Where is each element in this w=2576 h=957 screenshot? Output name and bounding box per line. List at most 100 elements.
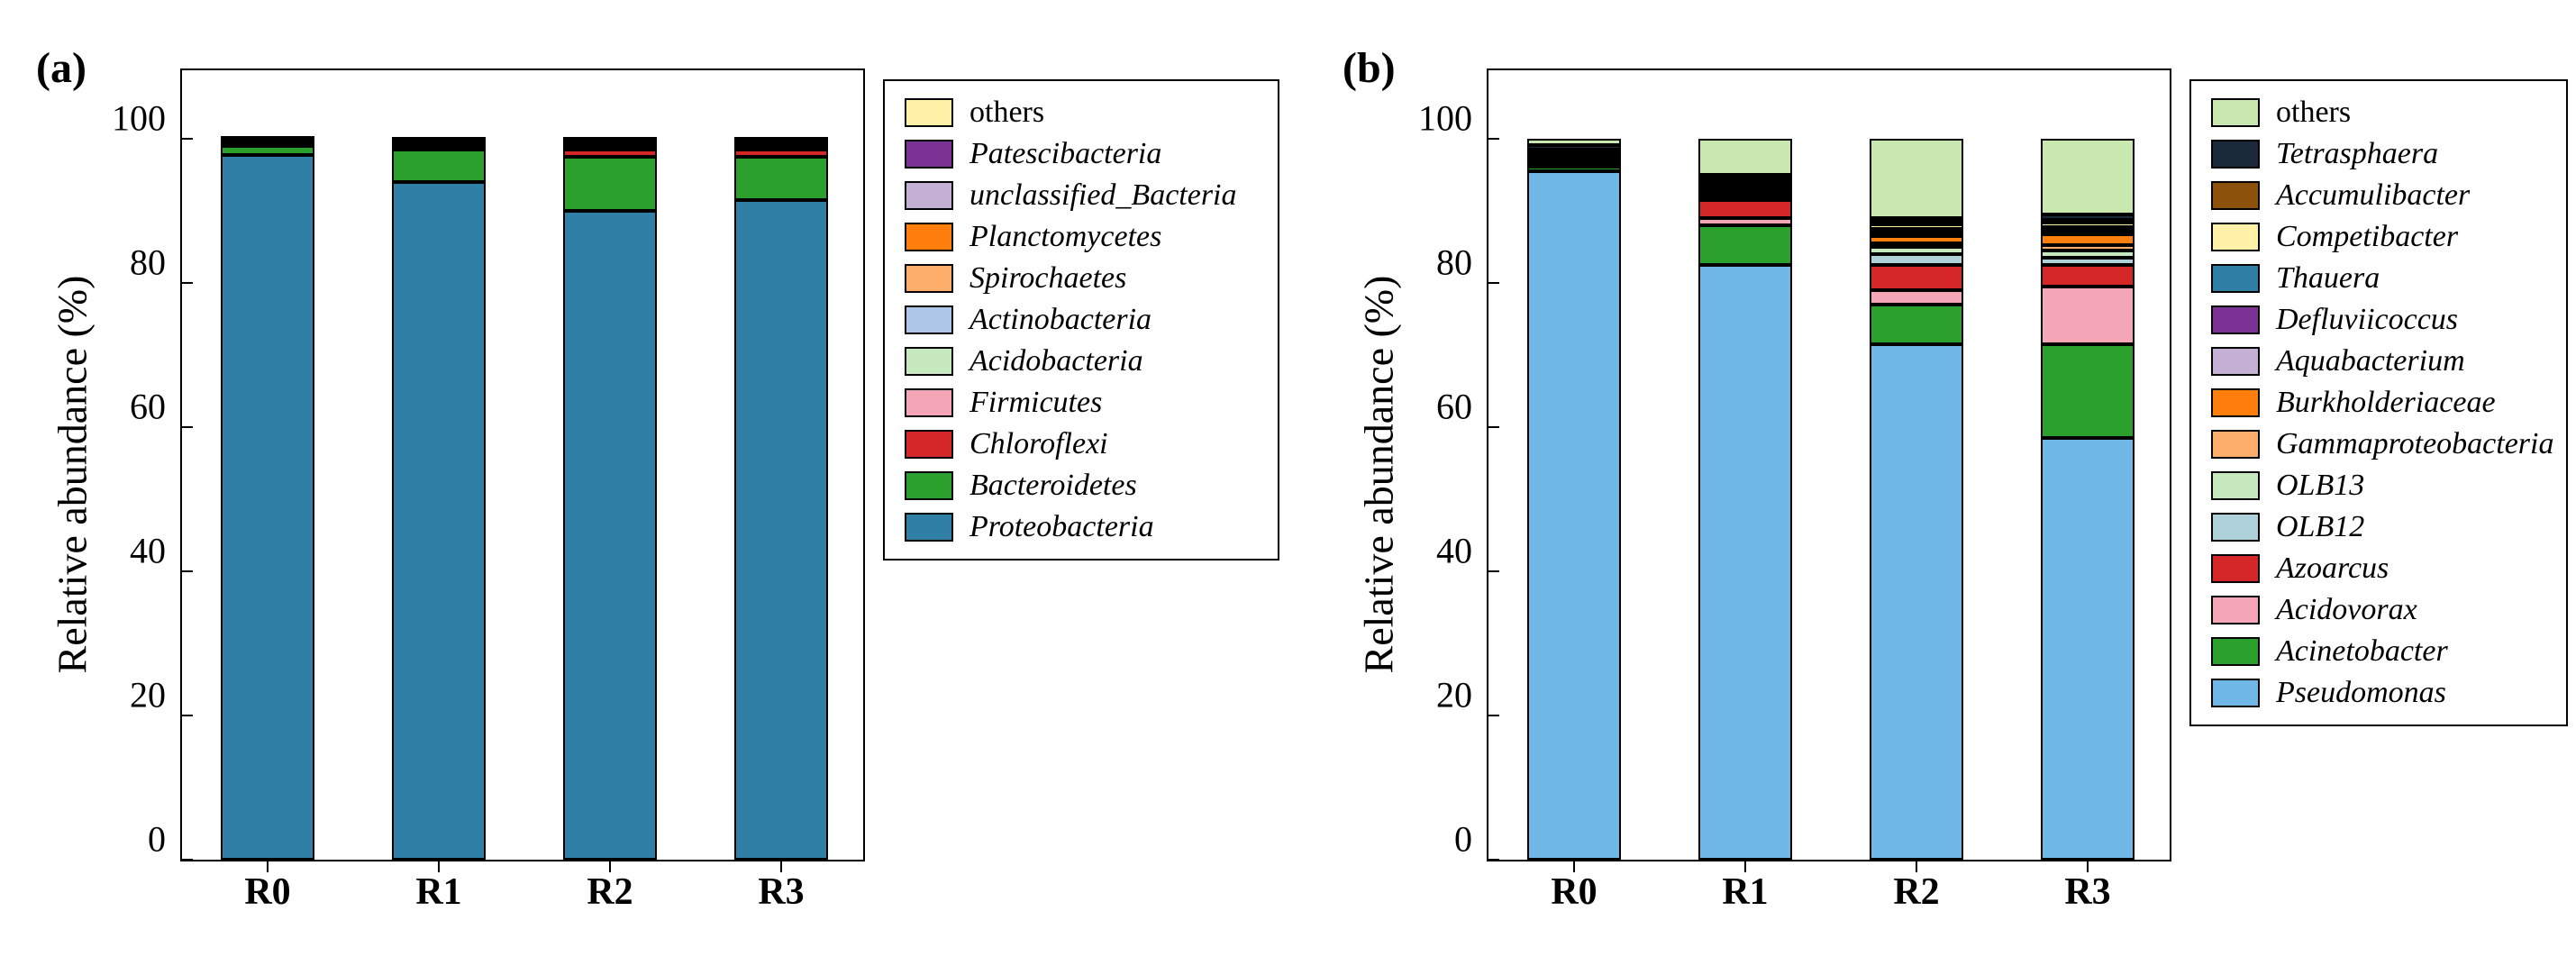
legend-swatch [905,305,953,334]
bar-segment [734,150,829,157]
bar-segment [1870,265,1964,290]
legend-label: Planctomycetes [969,222,1161,252]
bar-segment [563,150,658,157]
bar-segment [2041,287,2135,344]
legend-swatch [2211,388,2260,417]
legend-item: Pseudomonas [2211,678,2543,708]
y-tick-label: 80 [130,242,182,284]
bar-segment [2041,214,2135,220]
panel-b: (b) Relative abundance (%) 020406080100R… [1315,18,2576,948]
bar-segment [1870,305,1964,344]
bar-segment [2041,265,2135,287]
legend-swatch [2211,140,2260,169]
legend-label: Azoarcus [2276,553,2389,584]
legend-label: Acinetobacter [2276,636,2448,667]
y-tick-label: 60 [1436,386,1488,428]
bar-R1 [1698,67,1793,860]
bar-segment [1527,139,1622,145]
legend-item: Actinobacteria [905,305,1254,335]
legend-swatch [2211,181,2260,210]
y-tick-label: 20 [130,674,182,716]
bar-segment [1870,290,1964,305]
bar-segment [734,137,829,141]
legend-swatch [905,98,953,127]
panel-a: (a) Relative abundance (%) 0 20 40 60 80 100 R… [9,18,1315,948]
y-tick [180,282,193,285]
panel-a-yaxis-title: Relative abundance (%) [49,250,96,700]
legend-item: Patescibacteria [905,139,1254,169]
bar-segment [1698,225,1793,265]
legend-swatch [905,140,953,169]
bar-segment [2041,139,2135,214]
figure-container: (a) Relative abundance (%) 020406080100R… [0,0,2576,957]
y-tick-label: 100 [112,97,182,140]
y-tick [1487,570,1499,573]
y-tick-label: 40 [1436,530,1488,572]
bar-segment [2041,245,2135,251]
y-tick-label: 60 [130,386,182,428]
panel-a-label: (a) [36,43,86,93]
y-tick-label: 0 [1454,818,1488,861]
y-tick [1487,426,1499,429]
bar-segment [1870,236,1964,243]
legend-label: OLB13 [2276,470,2364,501]
bar-segment [734,200,829,860]
legend-item: Defluviicoccus [2211,305,2543,335]
bar-segment [221,136,315,140]
legend-label: Acidovorax [2276,595,2417,625]
bar-segment [392,182,487,860]
legend-label: Firmicutes [969,387,1102,418]
legend-label: Acidobacteria [969,346,1143,377]
legend-label: Actinobacteria [969,305,1151,335]
panel-b-label: (b) [1343,43,1396,93]
bar-R0 [1527,67,1622,860]
bar-segment [392,137,487,141]
x-tick-label: R3 [2064,870,2110,914]
legend-item: Acinetobacter [2211,636,2543,667]
legend-swatch [2211,637,2260,666]
legend-item: Aquabacterium [2211,346,2543,377]
bar-R2 [563,67,658,860]
y-tick-label: 40 [130,530,182,572]
legend-swatch [905,264,953,293]
bar-segment [392,150,487,182]
bar-segment [1870,224,1964,229]
bar-segment [221,146,315,155]
legend-label: Chloroflexi [969,429,1108,460]
legend-label: Pseudomonas [2276,678,2446,708]
bar-segment [563,211,658,860]
legend-label: Gammaproteobacteria [2276,429,2553,460]
x-tick-label: R3 [758,870,804,914]
bar-segment [1527,167,1622,171]
legend-item: others [905,97,1254,128]
legend-swatch [905,347,953,376]
legend-swatch [905,388,953,417]
legend-item: Gammaproteobacteria [2211,429,2543,460]
legend-swatch [905,181,953,210]
panel-b-plot: 020406080100R0R1R2R3 [1487,68,2171,861]
bar-segment [1870,344,1964,860]
bar-segment [2041,234,2135,245]
legend-label: unclassified_Bacteria [969,180,1237,211]
y-tick [180,138,193,141]
legend-swatch [2211,596,2260,624]
legend-item: others [2211,97,2543,128]
bar-segment [2041,251,2135,258]
bar-segment [734,157,829,200]
bar-segment [563,137,658,141]
bar-segment [2041,344,2135,438]
bar-segment [1527,145,1622,150]
x-tick-label: R1 [1722,870,1768,914]
bar-segment [1698,139,1793,175]
bar-segment [1870,254,1964,265]
x-tick-label: R0 [1551,870,1597,914]
legend-label: Bacteroidetes [969,470,1137,501]
y-tick [1487,715,1499,717]
legend-item: Burkholderiaceae [2211,387,2543,418]
x-tick-label: R2 [1893,870,1939,914]
legend-item: Chloroflexi [905,429,1254,460]
y-tick-label: 0 [148,818,182,861]
legend-label: Thauera [2276,263,2380,294]
legend-swatch [905,513,953,542]
panel-b-yaxis-title: Relative abundance (%) [1355,250,1403,700]
